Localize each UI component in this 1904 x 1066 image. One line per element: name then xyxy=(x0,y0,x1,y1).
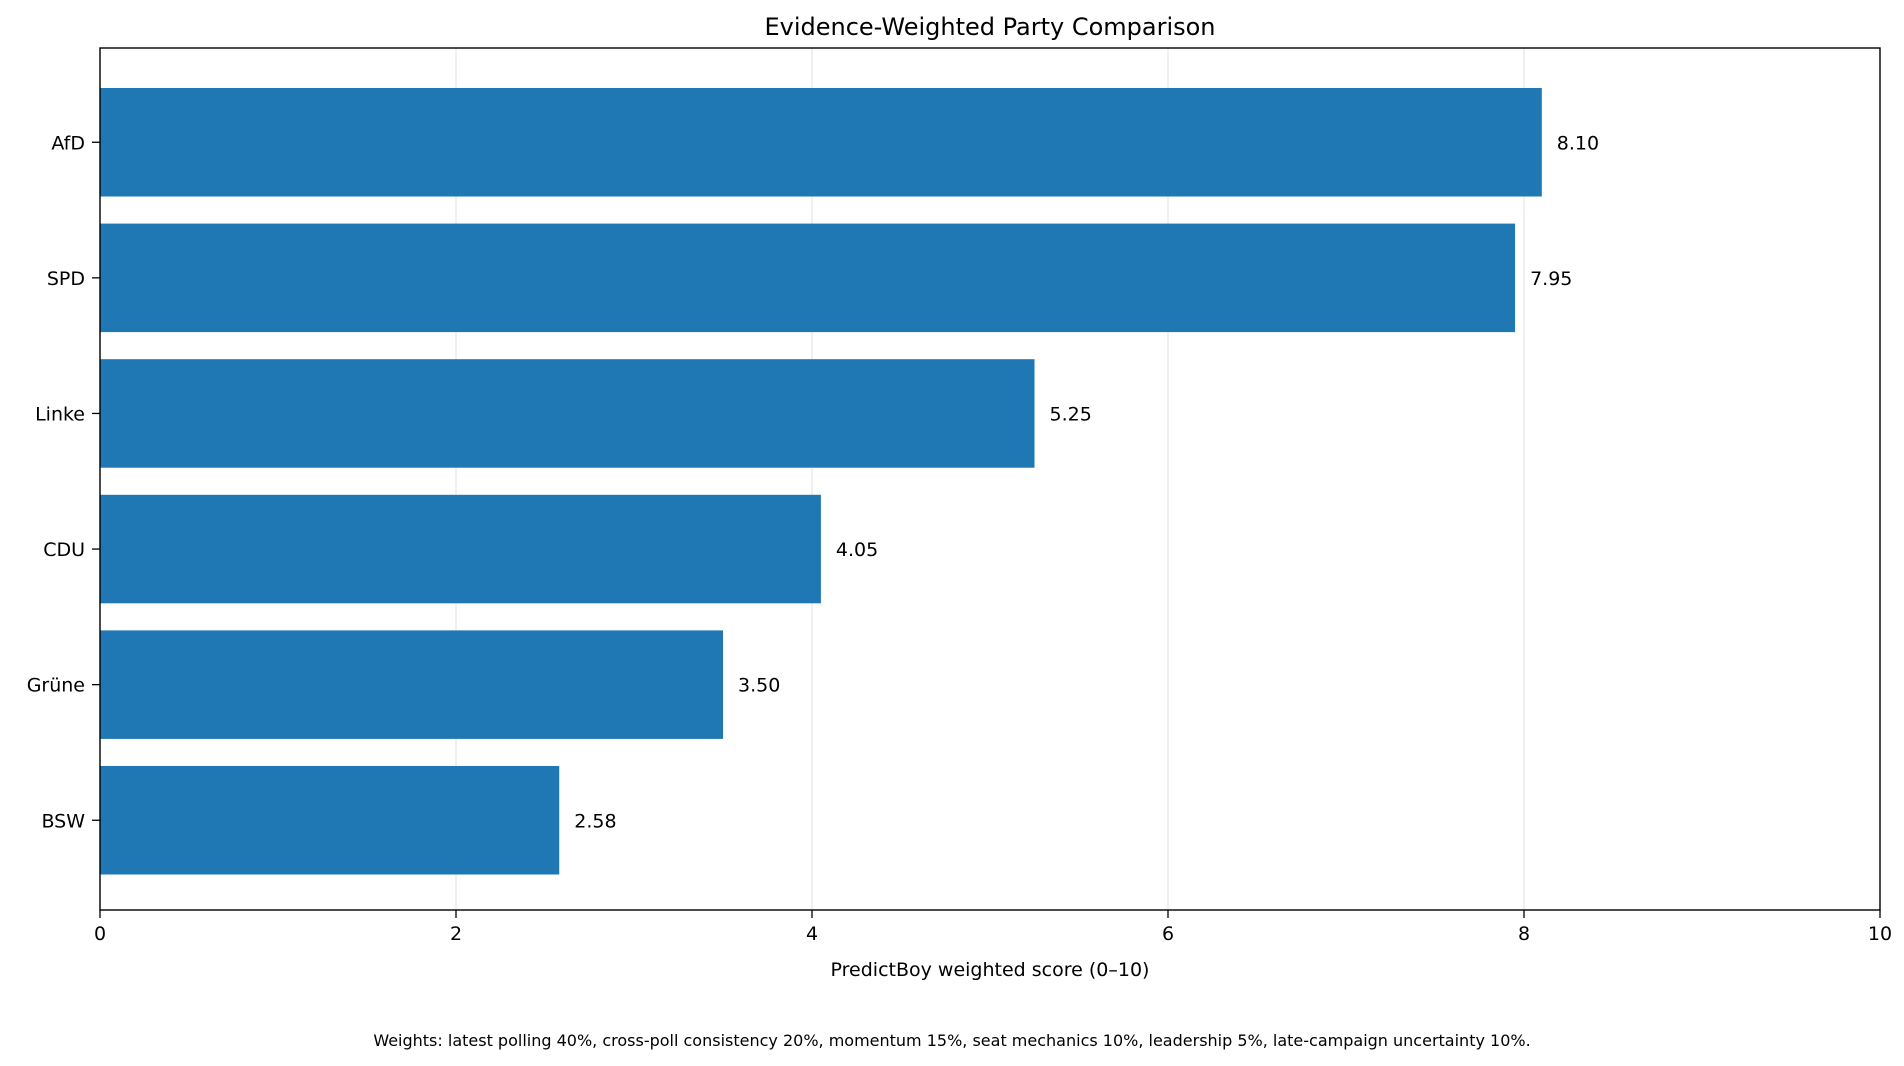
y-tick-label: Linke xyxy=(35,403,85,425)
value-label: 8.10 xyxy=(1557,132,1599,154)
x-tick-label: 8 xyxy=(1518,923,1530,945)
value-label: 7.95 xyxy=(1530,268,1572,290)
x-tick-label: 10 xyxy=(1868,923,1892,945)
y-tick-label: BSW xyxy=(41,810,85,832)
y-tick-label: SPD xyxy=(47,268,85,290)
x-axis-ticks: 0 2 4 6 8 10 xyxy=(94,910,1892,945)
footnote: Weights: latest polling 40%, cross-poll … xyxy=(373,1031,1530,1050)
bar-afd xyxy=(100,88,1542,197)
plot-frame xyxy=(99,47,1881,911)
y-tick-label: AfD xyxy=(51,132,85,154)
x-axis-label: PredictBoy weighted score (0–10) xyxy=(831,959,1150,981)
value-label: 2.58 xyxy=(574,810,616,832)
bar-cdu xyxy=(100,494,821,604)
bar-linke xyxy=(100,359,1035,468)
value-label: 4.05 xyxy=(836,539,878,561)
y-tick-label: Grüne xyxy=(27,675,85,697)
y-axis-ticks: AfD SPD Linke CDU Grüne BSW xyxy=(27,132,100,832)
y-tick-label: CDU xyxy=(43,539,85,561)
value-labels: 8.10 7.95 5.25 4.05 3.50 2.58 xyxy=(574,132,1599,832)
x-tick-label: 6 xyxy=(1162,923,1174,945)
bars xyxy=(100,88,1542,875)
chart-title: Evidence-Weighted Party Comparison xyxy=(764,13,1215,41)
bar-grüne xyxy=(100,630,723,739)
x-tick-label: 0 xyxy=(94,923,106,945)
x-tick-label: 4 xyxy=(806,923,818,945)
value-label: 3.50 xyxy=(738,675,780,697)
bar-bsw xyxy=(100,766,560,875)
bar-spd xyxy=(100,223,1516,333)
x-tick-label: 2 xyxy=(450,923,462,945)
value-label: 5.25 xyxy=(1050,403,1092,425)
